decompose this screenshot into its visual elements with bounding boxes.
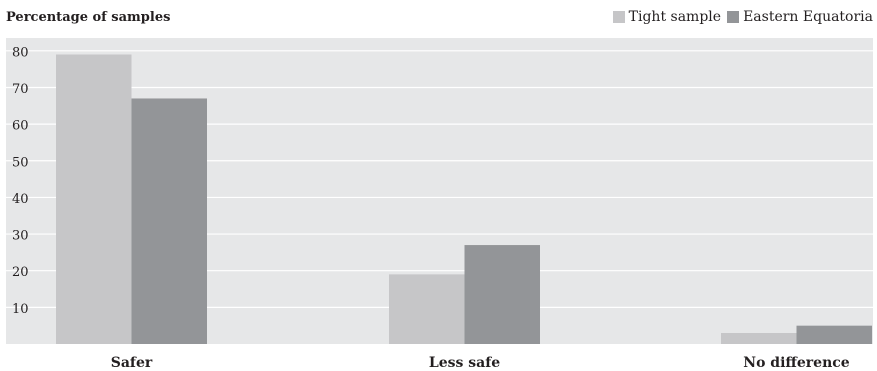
x-tick-label-less-safe: Less safe — [429, 355, 500, 371]
legend-label-tight-sample: Tight sample — [628, 9, 722, 25]
bar-safer-eastern-equatoria — [131, 98, 207, 344]
bar-no-difference-tight-sample — [721, 333, 797, 344]
y-tick-label-70: 70 — [12, 82, 29, 97]
y-axis-label: Percentage of samples — [6, 10, 171, 25]
y-tick-label-60: 60 — [12, 119, 29, 134]
legend: Tight sample Eastern Equatoria — [607, 9, 873, 25]
bar-less-safe-tight-sample — [389, 274, 465, 344]
bar-no-difference-eastern-equatoria — [796, 325, 872, 344]
legend-label-eastern-equatoria: Eastern Equatoria — [743, 9, 873, 25]
legend-swatch-tight-sample — [612, 11, 625, 23]
bar-less-safe-eastern-equatoria — [464, 245, 540, 344]
y-tick-label-20: 20 — [12, 265, 29, 280]
y-tick-label-80: 80 — [12, 45, 29, 60]
legend-item-eastern-equatoria: Eastern Equatoria — [727, 9, 873, 25]
y-tick-label-50: 50 — [12, 155, 29, 170]
x-tick-label-no-difference: No difference — [743, 355, 850, 371]
bar-safer-tight-sample — [56, 54, 132, 344]
y-tick-label-10: 10 — [12, 302, 29, 317]
x-tick-label-safer: Safer — [111, 355, 153, 371]
y-tick-label-40: 40 — [12, 192, 29, 207]
y-tick-label-30: 30 — [12, 229, 29, 244]
legend-item-tight-sample: Tight sample — [612, 9, 722, 25]
legend-swatch-eastern-equatoria — [727, 11, 740, 23]
